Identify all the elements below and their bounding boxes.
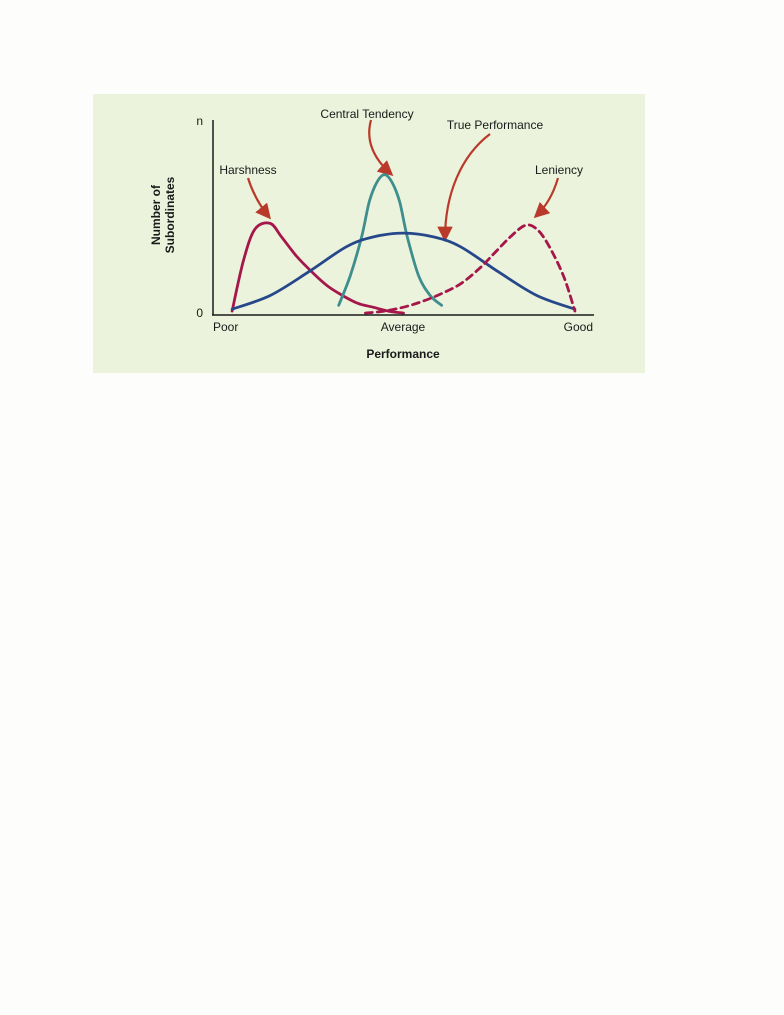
arrow-true-performance bbox=[437, 133, 491, 243]
y-axis-title-line-1: Number of bbox=[149, 184, 163, 245]
chart-canvas: n 0 Poor Average Good Performance Number… bbox=[149, 107, 594, 361]
axes bbox=[212, 120, 594, 316]
y-axis-title-line-2: Subordinates bbox=[163, 176, 177, 253]
x-tick-average: Average bbox=[381, 320, 426, 334]
y-axis-title: Number of Subordinates bbox=[149, 176, 177, 253]
arrow-leniency bbox=[533, 177, 560, 219]
x-axis-title: Performance bbox=[366, 347, 440, 361]
y-tick-0: 0 bbox=[196, 306, 203, 320]
x-tick-good: Good bbox=[564, 320, 593, 334]
annotation-arrows bbox=[246, 119, 560, 243]
annotation-leniency: Leniency bbox=[535, 163, 583, 177]
series-central-tendency-line bbox=[337, 173, 443, 307]
series-layer bbox=[230, 173, 577, 315]
x-tick-poor: Poor bbox=[213, 320, 238, 334]
annotation-true-performance: True Performance bbox=[447, 118, 544, 132]
performance-appraisal-chart: n 0 Poor Average Good Performance Number… bbox=[93, 94, 645, 373]
annotation-harshness: Harshness bbox=[219, 163, 276, 177]
arrow-central-tendency bbox=[368, 119, 394, 177]
y-tick-n: n bbox=[196, 114, 203, 128]
annotation-central-tendency: Central Tendency bbox=[320, 107, 413, 121]
arrow-harshness bbox=[246, 177, 271, 220]
series-leniency-line bbox=[364, 223, 577, 315]
series-harshness-line bbox=[230, 221, 405, 315]
series-true-performance-line bbox=[230, 231, 577, 311]
